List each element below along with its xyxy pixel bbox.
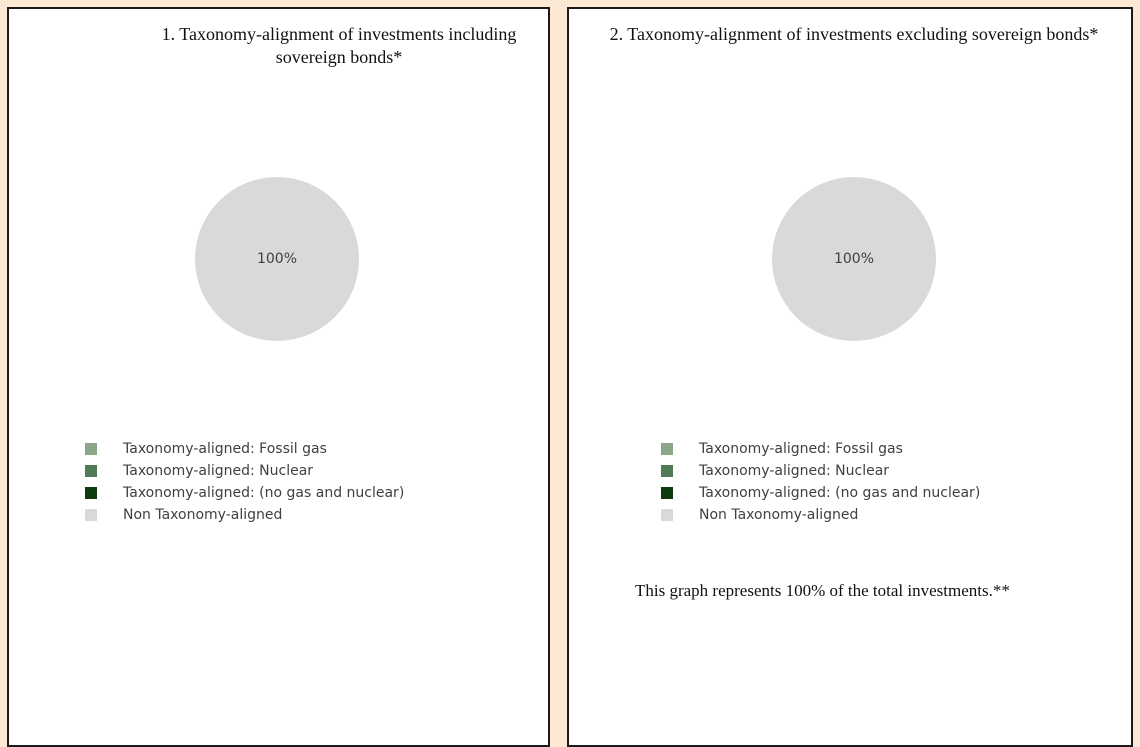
legend-swatch (85, 465, 97, 477)
chart-title: 2. Taxonomy-alignment of investments exc… (609, 24, 1099, 44)
legend-label: Taxonomy-aligned: (no gas and nuclear) (698, 485, 980, 501)
legend-swatch (661, 487, 673, 499)
chart: 100% Taxonomy-aligned: Fossil gas Taxonomy… (661, 177, 980, 523)
legend-label: Non Taxonomy-aligned (699, 507, 858, 523)
chart: 100% Taxonomy-aligned: Fossil gas Taxonomy… (85, 177, 404, 523)
legend-label: Taxonomy-aligned: Nuclear (698, 463, 889, 479)
data-label: 100% (834, 251, 874, 267)
legend-swatch (85, 487, 97, 499)
legend-swatch (661, 443, 673, 455)
chart-title: 1. Taxonomy-alignment of investments inc… (161, 24, 517, 67)
legend-label: Non Taxonomy-aligned (123, 507, 282, 523)
legend-label: Taxonomy-aligned: Nuclear (122, 463, 313, 479)
legend-label: Taxonomy-aligned: Fossil gas (698, 441, 903, 457)
data-label: 100% (257, 251, 297, 267)
legend-label: Taxonomy-aligned: (no gas and nuclear) (122, 485, 404, 501)
legend-label: Taxonomy-aligned: Fossil gas (122, 441, 327, 457)
legend-swatch (661, 465, 673, 477)
legend-swatch (85, 509, 97, 521)
annotation: This graph represents 100% of the total … (635, 581, 1010, 600)
legend-swatch (661, 509, 673, 521)
chart-panel: 100% Taxonomy-aligned: Fossil gas Taxonomy… (7, 7, 550, 747)
pie-slice (195, 177, 359, 341)
legend-swatch (85, 443, 97, 455)
chart-panel: 100% Taxonomy-aligned: Fossil gas Taxonomy… (567, 7, 1133, 747)
pie-slice (772, 177, 936, 341)
